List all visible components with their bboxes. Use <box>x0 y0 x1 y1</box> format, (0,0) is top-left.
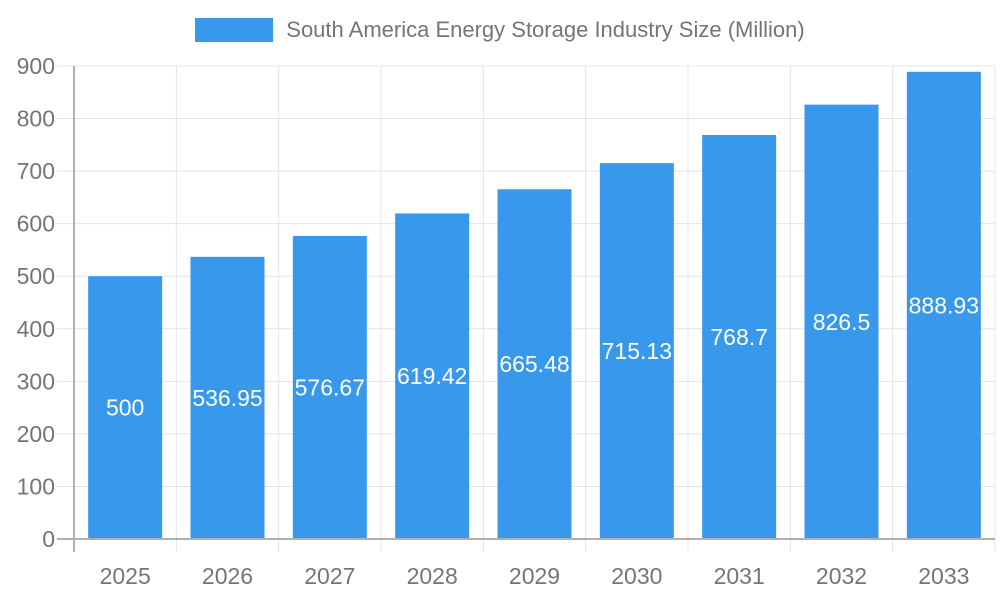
bar-value-label: 576.67 <box>295 374 365 400</box>
bar-2027[interactable] <box>292 235 367 540</box>
x-axis-tick-label: 2025 <box>100 563 151 589</box>
y-axis-tick-label: 0 <box>42 526 55 552</box>
bar-value-label: 536.95 <box>192 385 262 411</box>
bar-2033[interactable] <box>906 71 981 539</box>
y-axis-tick-label: 300 <box>17 368 55 394</box>
x-axis-tick-label: 2032 <box>816 563 867 589</box>
chart-legend[interactable]: South America Energy Storage Industry Si… <box>0 17 1000 43</box>
y-axis-tick-label: 800 <box>17 106 55 132</box>
bar-value-label: 665.48 <box>499 351 569 377</box>
x-axis-tick-label: 2033 <box>918 563 969 589</box>
legend-title: South America Energy Storage Industry Si… <box>286 17 805 42</box>
bar-value-label: 826.5 <box>813 309 871 335</box>
bar-value-label: 715.13 <box>602 338 672 364</box>
x-axis-tick-label: 2028 <box>407 563 458 589</box>
bar-value-label: 888.93 <box>909 292 979 318</box>
y-axis-tick-label: 100 <box>17 473 55 499</box>
bar-value-label: 619.42 <box>397 363 467 389</box>
x-axis-tick-label: 2027 <box>304 563 355 589</box>
bar-2030[interactable] <box>599 163 674 539</box>
bar-value-label: 500 <box>106 395 144 421</box>
x-axis-tick-label: 2029 <box>509 563 560 589</box>
x-axis-tick-label: 2031 <box>714 563 765 589</box>
bar-2026[interactable] <box>190 256 265 539</box>
y-axis-tick-label: 500 <box>17 263 55 289</box>
x-axis-tick-label: 2026 <box>202 563 253 589</box>
bar-2025[interactable] <box>88 276 163 539</box>
legend-swatch <box>195 18 274 42</box>
y-axis-tick-label: 900 <box>17 53 55 79</box>
bar-2031[interactable] <box>702 135 777 540</box>
bar-2032[interactable] <box>804 104 879 540</box>
x-axis-tick-label: 2030 <box>611 563 662 589</box>
y-axis-tick-label: 700 <box>17 158 55 184</box>
y-axis-tick-label: 200 <box>17 421 55 447</box>
bar-2029[interactable] <box>497 189 572 539</box>
y-axis-tick-label: 600 <box>17 211 55 237</box>
y-axis-tick-label: 400 <box>17 316 55 342</box>
bar-2028[interactable] <box>395 213 470 539</box>
bar-value-label: 768.7 <box>710 324 768 350</box>
